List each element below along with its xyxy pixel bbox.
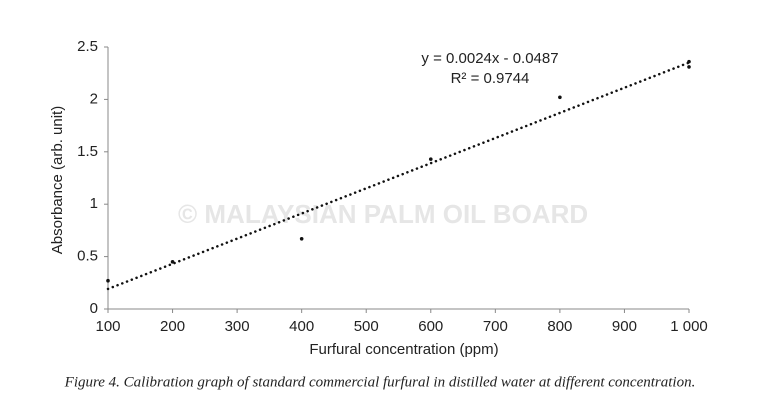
y-tick-label: 0 (90, 300, 98, 317)
y-tick-label: 2 (90, 90, 98, 107)
x-tick-label: 900 (612, 318, 637, 335)
point (687, 65, 691, 69)
watermark: © MALAYSIAN PALM OIL BOARD (178, 199, 588, 229)
point (558, 95, 562, 100)
point (299, 236, 304, 241)
trendline (106, 61, 691, 291)
trendline-equation: y = 0.0024x - 0.0487 (421, 50, 558, 67)
r-squared: R² = 0.9744 (451, 70, 530, 87)
x-axis-title: Furfural concentration (ppm) (309, 341, 498, 358)
y-axis-title: Absorbance (arb. unit) (49, 106, 66, 254)
x-tick-label: 600 (418, 318, 443, 335)
point (687, 59, 691, 64)
x-tick-label: 300 (225, 318, 250, 335)
caption: Figure 4. Calibration graph of standard … (64, 374, 696, 390)
x-tick-label: 800 (547, 318, 572, 335)
y-tick-label: 1.5 (77, 143, 98, 160)
point (106, 278, 110, 283)
point (428, 157, 433, 161)
y-tick-label: 2.5 (77, 38, 98, 55)
point (170, 260, 175, 264)
x-tick-label: 500 (354, 318, 379, 335)
x-tick-label: 200 (160, 318, 185, 335)
x-tick-label: 400 (289, 318, 314, 335)
x-tick-label: 700 (483, 318, 508, 335)
x-tick-label: 1 000 (670, 318, 708, 335)
x-tick-label: 100 (95, 318, 120, 335)
y-tick-label: 1 (90, 195, 98, 212)
y-tick-label: 0.5 (77, 248, 98, 265)
